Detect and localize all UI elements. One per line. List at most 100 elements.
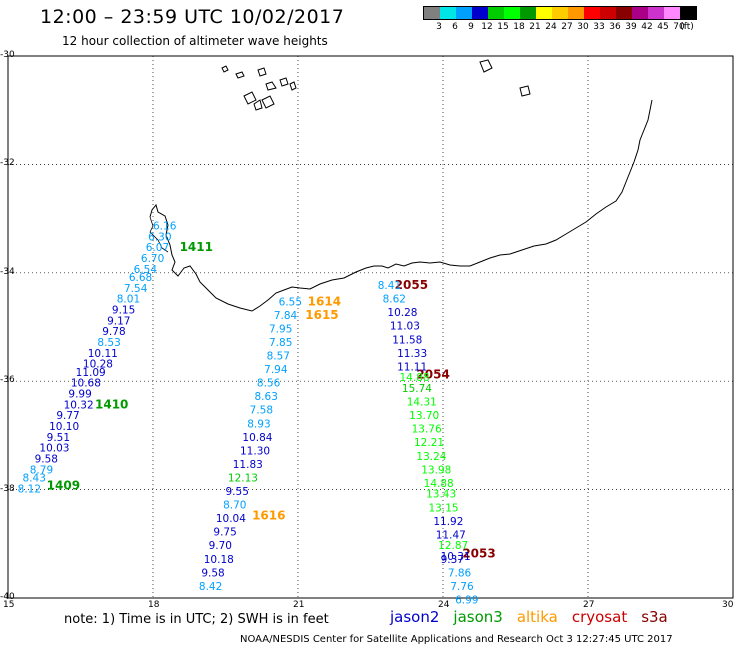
- color-scale-swatches: [423, 6, 697, 20]
- legend-entry-s3a: s3a: [641, 608, 668, 626]
- wave-height-value: 10.03: [39, 443, 69, 455]
- wave-height-observations: 6.166.306.076.706.546.687.548.019.159.17…: [18, 220, 479, 606]
- latitude-label: -30: [0, 50, 15, 60]
- color-swatch: [664, 7, 680, 19]
- pass-time-label: 2055: [395, 278, 428, 292]
- wave-height-value: 8.43: [23, 472, 46, 484]
- wave-height-value: 11.58: [392, 334, 422, 346]
- legend-entry-cryosat: cryosat: [571, 608, 628, 626]
- wave-height-value: 6.68: [129, 272, 152, 284]
- color-scale-label: (ft): [680, 22, 694, 32]
- wave-height-value: 8.70: [223, 500, 246, 512]
- pass-time-label: 1614: [308, 294, 341, 308]
- wave-height-value: 8.56: [257, 378, 281, 390]
- color-scale-label: 24: [545, 22, 557, 32]
- latitude-label: -38: [0, 483, 15, 494]
- color-scale-label: 6: [452, 22, 458, 32]
- color-scale-label: 70: [673, 22, 685, 32]
- color-scale-label: 45: [657, 22, 669, 32]
- legend-entry-jason2: jason2: [390, 608, 440, 626]
- map-frame: [7, 55, 734, 599]
- pass-time-label: 1616: [252, 508, 285, 522]
- wave-height-value: 9.99: [68, 388, 91, 400]
- wave-height-value: 8.53: [97, 337, 120, 349]
- color-scale-label: 36: [609, 22, 621, 32]
- coastline-shelf: [149, 216, 169, 253]
- latitude-label: -32: [0, 158, 15, 169]
- wave-height-value: 11.83: [233, 459, 263, 471]
- wave-height-value: 10.84: [242, 432, 272, 444]
- wave-height-value: 10.28: [387, 307, 417, 319]
- wave-height-value: 7.95: [269, 323, 292, 335]
- wave-height-value: 6.99: [455, 594, 478, 606]
- wave-height-value: 8.12: [18, 483, 41, 495]
- wave-height-value: 9.70: [209, 540, 232, 552]
- wave-height-value: 6.54: [134, 264, 158, 276]
- color-scale-label: 30: [577, 22, 589, 32]
- wave-height-value: 11.09: [76, 367, 106, 379]
- wave-height-value: 7.85: [269, 337, 292, 349]
- wave-height-value: 9.77: [56, 410, 79, 422]
- wave-height-value: 12.87: [438, 540, 468, 552]
- longitude-label: 27: [583, 600, 595, 610]
- wave-height-value: 6.07: [146, 242, 169, 254]
- pass-time-label: 1410: [95, 397, 128, 411]
- latitude-label: -36: [0, 375, 15, 386]
- wave-height-value: 8.63: [255, 391, 278, 403]
- color-scale-label: 21: [529, 22, 541, 32]
- wave-height-value: 9.51: [47, 432, 70, 444]
- wave-height-value: 9.78: [102, 326, 125, 338]
- wave-height-value: 13.43: [426, 489, 456, 501]
- wave-height-value: 8.79: [30, 464, 53, 476]
- pass-time-label: 1615: [305, 308, 338, 322]
- wave-height-value: 9.55: [226, 486, 249, 498]
- pass-time-label: 2054: [416, 367, 449, 381]
- wave-height-value: 9.37: [441, 554, 464, 566]
- pass-time-label: 1411: [180, 240, 213, 254]
- wave-height-value: 11.11: [397, 361, 427, 373]
- wave-height-value: 7.54: [124, 283, 148, 295]
- wave-height-value: 7.84: [274, 310, 298, 322]
- wave-height-value: 13.24: [416, 451, 446, 463]
- wave-height-value: 11.92: [433, 516, 463, 528]
- color-swatch: [456, 7, 472, 19]
- wave-height-value: 8.01: [117, 294, 140, 306]
- wave-height-value: 13.15: [429, 502, 459, 514]
- wave-height-value: 6.55: [279, 296, 302, 308]
- wave-height-value: 7.94: [264, 364, 288, 376]
- wave-height-value: 9.58: [35, 454, 58, 466]
- wave-height-value: 10.04: [216, 513, 246, 525]
- latitude-label: -34: [0, 266, 15, 277]
- color-swatch: [616, 7, 632, 19]
- color-scale-label: 12: [481, 22, 493, 32]
- color-swatch: [584, 7, 600, 19]
- wave-height-value: 6.30: [148, 231, 171, 243]
- longitude-label: 21: [293, 600, 305, 610]
- color-scale-labels: 3 6 9 12 15 18 21 24 27 30 33 36 39 42 45 70 (ft): [423, 20, 697, 34]
- wave-height-value: 10.68: [71, 378, 101, 390]
- satellite-legend: jason2 jason3 altika cryosat s3a: [390, 608, 682, 626]
- wave-height-value: 14.88: [424, 478, 454, 490]
- color-scale-label: 39: [625, 22, 637, 32]
- pass-time-label: 2053: [462, 546, 495, 560]
- color-scale-label: 3: [436, 22, 442, 32]
- color-swatch: [424, 7, 440, 19]
- longitude-label: 18: [148, 600, 160, 610]
- color-scale-label: 15: [497, 22, 509, 32]
- wave-height-value: 7.86: [448, 567, 472, 579]
- wave-height-value: 10.32: [64, 399, 94, 411]
- latitude-label: -40: [0, 592, 15, 602]
- color-swatch: [440, 7, 456, 19]
- map-title: 12:00 – 23:59 UTC 10/02/2017: [40, 6, 345, 28]
- wave-height-value: 15.74: [402, 383, 432, 395]
- wave-height-value: 13.76: [412, 424, 442, 436]
- wave-height-value: 8.93: [247, 418, 270, 430]
- wave-height-value: 9.15: [112, 304, 135, 316]
- wave-height-value: 13.70: [409, 410, 439, 422]
- wave-height-value: 10.11: [88, 348, 118, 360]
- color-scale-label: 33: [593, 22, 605, 32]
- coastline: [149, 99, 653, 312]
- wave-height-value: 10.28: [83, 359, 113, 371]
- wave-height-value: 11.03: [390, 321, 420, 333]
- longitude-label: 24: [438, 600, 450, 610]
